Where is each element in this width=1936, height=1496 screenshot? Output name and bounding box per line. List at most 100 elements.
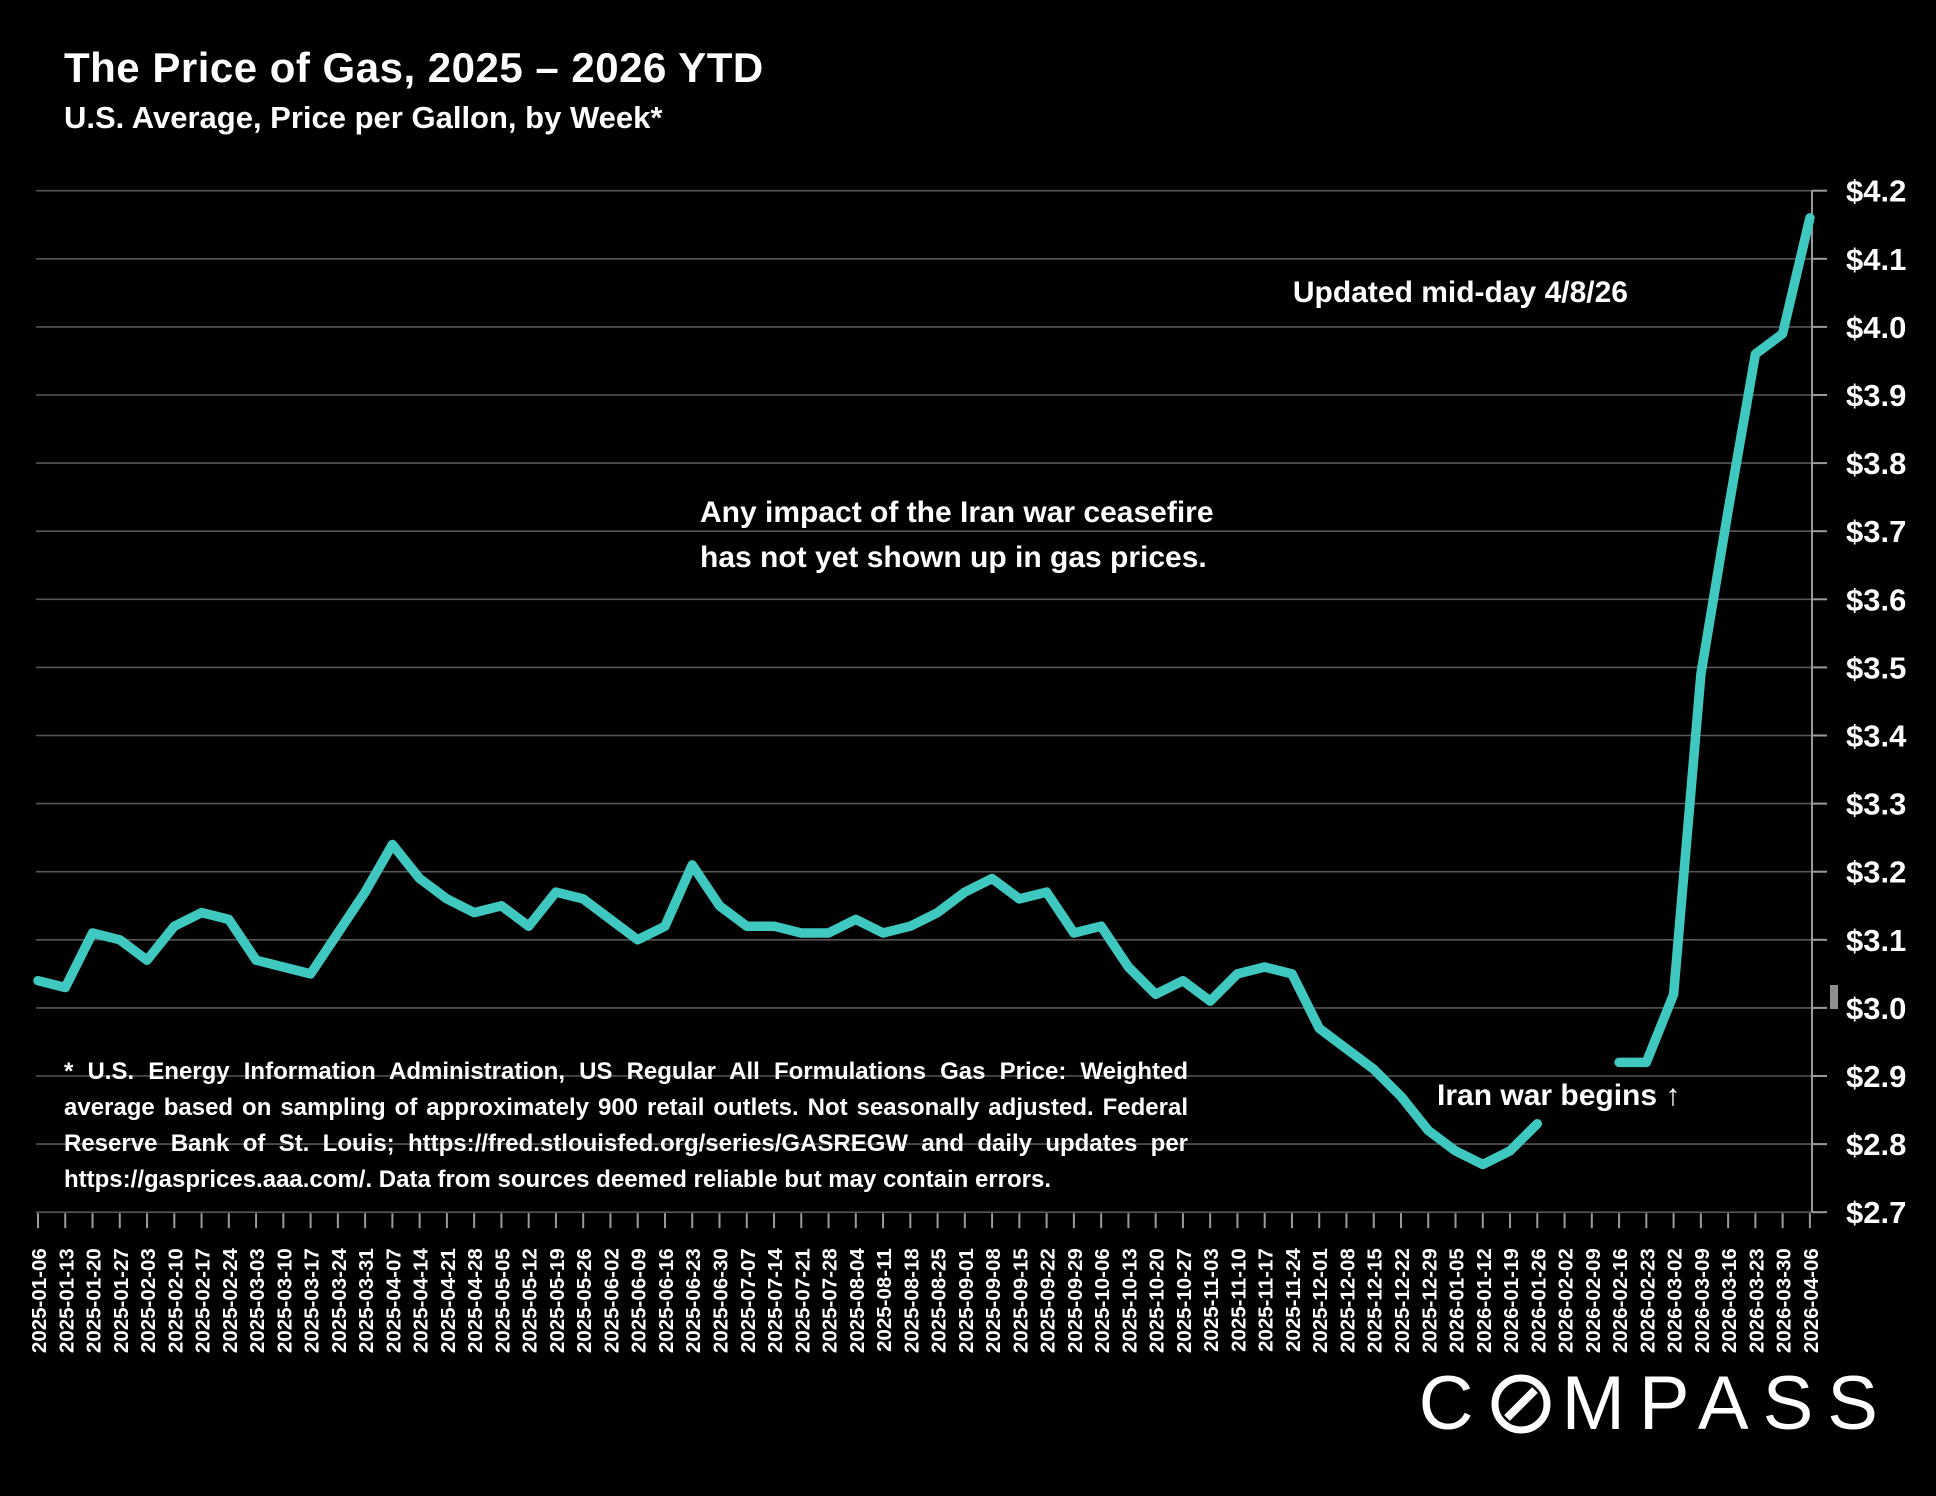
x-axis-label: 2025-12-15 — [1364, 1248, 1387, 1353]
y-axis-label: $3.4 — [1846, 719, 1907, 754]
x-axis-label: 2026-02-16 — [1609, 1248, 1632, 1353]
x-axis-label: 2025-06-09 — [628, 1248, 651, 1353]
x-axis-label: 2025-10-20 — [1146, 1248, 1169, 1353]
x-axis-label: 2025-05-12 — [519, 1248, 542, 1353]
x-axis-label: 2025-06-23 — [682, 1248, 705, 1353]
y-axis-label: $3.3 — [1846, 787, 1906, 822]
footnote-line: https://gasprices.aaa.com/. Data from so… — [64, 1166, 1051, 1193]
x-axis-label: 2025-11-24 — [1282, 1248, 1305, 1352]
x-axis-label: 2025-11-03 — [1200, 1248, 1223, 1352]
x-axis-label: 2025-08-04 — [846, 1248, 869, 1353]
x-axis-label: 2025-05-26 — [573, 1248, 596, 1353]
x-axis-label: 2025-06-16 — [655, 1248, 678, 1353]
compass-logo: C MPASS — [1419, 1366, 1892, 1442]
x-axis-label: 2025-08-18 — [900, 1248, 923, 1353]
compass-o-icon — [1491, 1374, 1551, 1434]
x-axis-label: 2025-01-27 — [110, 1248, 133, 1353]
x-axis-label: 2025-10-13 — [1118, 1248, 1141, 1353]
y-axis-label: $3.9 — [1846, 378, 1906, 413]
page-subtitle: U.S. Average, Price per Gallon, by Week* — [64, 100, 663, 135]
gas-price-line — [33, 839, 1543, 1170]
x-axis-label: 2026-03-30 — [1773, 1248, 1796, 1353]
x-axis-label: 2025-05-05 — [491, 1248, 514, 1353]
iran-war-annotation: Iran war begins ↑ — [1437, 1079, 1681, 1112]
logo-letter-c: C — [1418, 1361, 1488, 1446]
x-axis-label: 2025-06-30 — [710, 1248, 733, 1353]
y-axis-label: $4.1 — [1846, 242, 1906, 277]
x-axis-label: 2025-01-20 — [83, 1248, 106, 1353]
page-title: The Price of Gas, 2025 – 2026 YTD — [64, 44, 764, 91]
x-axis-label: 2025-07-21 — [791, 1248, 814, 1353]
x-axis-label: 2025-08-25 — [928, 1248, 951, 1353]
x-axis-label: 2026-02-23 — [1636, 1248, 1659, 1353]
x-axis-label: 2025-01-06 — [28, 1248, 51, 1353]
footnote-line: * U.S. Energy Information Administration… — [64, 1058, 1188, 1085]
y-axis-label: $4.2 — [1846, 174, 1906, 209]
x-axis-label: 2025-08-11 — [873, 1248, 896, 1352]
x-axis-label: 2025-03-24 — [328, 1248, 351, 1353]
x-axis-label: 2025-09-08 — [982, 1248, 1005, 1353]
y-axis-label: $3.5 — [1846, 650, 1906, 685]
y-axis-label: $2.7 — [1846, 1195, 1906, 1230]
gas-price-line — [1614, 213, 1815, 1068]
x-axis-label: 2025-04-21 — [437, 1248, 460, 1353]
y-axis-label: $3.8 — [1846, 446, 1906, 481]
x-axis-label: 2025-04-14 — [410, 1248, 433, 1353]
x-axis-label: 2026-01-05 — [1446, 1248, 1469, 1353]
x-axis-label: 2025-03-03 — [246, 1248, 269, 1353]
y-axis-label: $3.0 — [1846, 991, 1906, 1026]
x-axis-label: 2025-03-31 — [355, 1248, 378, 1353]
x-axis-label: 2026-02-02 — [1555, 1248, 1578, 1353]
x-axis-label: 2026-01-19 — [1500, 1248, 1523, 1353]
x-axis-label: 2025-12-22 — [1391, 1248, 1414, 1353]
x-axis-label: 2025-02-24 — [219, 1248, 242, 1353]
x-axis-label: 2025-12-29 — [1418, 1248, 1441, 1353]
x-axis-label: 2025-05-19 — [546, 1248, 569, 1353]
x-axis-label: 2025-06-02 — [600, 1248, 623, 1353]
x-axis-label: 2025-09-29 — [1064, 1248, 1087, 1353]
x-axis-label: 2026-03-16 — [1718, 1248, 1741, 1353]
y-axis-label: $3.2 — [1846, 855, 1906, 890]
x-axis-label: 2025-09-22 — [1037, 1248, 1060, 1353]
x-axis-label: 2026-04-06 — [1800, 1248, 1823, 1353]
x-axis-label: 2025-07-14 — [764, 1248, 787, 1353]
y-axis-label: $3.7 — [1846, 514, 1906, 549]
updated-annotation: Updated mid-day 4/8/26 — [1292, 276, 1628, 309]
y-axis-label: $2.9 — [1846, 1059, 1906, 1094]
x-axis-label: 2026-03-09 — [1691, 1248, 1714, 1353]
x-axis-label: 2025-04-28 — [464, 1248, 487, 1353]
x-axis-label: 2025-03-17 — [301, 1248, 324, 1353]
x-axis-label: 2026-03-23 — [1745, 1248, 1768, 1353]
source-footnote: * U.S. Energy Information Administration… — [64, 1054, 1188, 1198]
x-axis-label: 2025-02-03 — [137, 1248, 160, 1353]
x-axis-label: 2026-02-09 — [1582, 1248, 1605, 1353]
y-axis-label: $4.0 — [1846, 310, 1906, 345]
y-axis-label: $3.1 — [1846, 923, 1906, 958]
x-axis-label: 2025-03-10 — [273, 1248, 296, 1353]
x-axis-label: 2025-01-13 — [55, 1248, 78, 1353]
ceasefire-annotation: Any impact of the Iran war ceasefire has… — [700, 496, 1214, 574]
x-axis-label: 2025-11-17 — [1255, 1248, 1278, 1352]
footnote-line: average based on sampling of approximate… — [64, 1094, 1188, 1121]
x-axis-label: 2025-10-06 — [1091, 1248, 1114, 1353]
x-axis-label: 2026-01-26 — [1527, 1248, 1550, 1353]
x-axis-label: 2026-03-02 — [1664, 1248, 1687, 1353]
x-axis-label: 2025-09-01 — [955, 1248, 978, 1353]
x-axis-label: 2025-11-10 — [1227, 1248, 1250, 1352]
y-axis-label: $3.6 — [1846, 582, 1906, 617]
x-axis-label: 2025-12-08 — [1336, 1248, 1359, 1353]
x-axis-label: 2025-12-01 — [1309, 1248, 1332, 1353]
logo-letters-mpass: MPASS — [1561, 1361, 1892, 1446]
x-axis-label: 2025-09-15 — [1009, 1248, 1032, 1353]
x-axis-label: 2026-01-12 — [1473, 1248, 1496, 1353]
y-axis-label: $2.8 — [1846, 1127, 1906, 1162]
x-axis-label: 2025-10-27 — [1173, 1248, 1196, 1353]
x-axis-label: 2025-07-28 — [819, 1248, 842, 1353]
x-axis-label: 2025-04-07 — [382, 1248, 405, 1353]
x-axis-label: 2025-02-17 — [192, 1248, 215, 1353]
screen-artifact-mark — [1830, 985, 1838, 1009]
x-axis-label: 2025-02-10 — [164, 1248, 187, 1353]
x-axis-label: 2025-07-07 — [737, 1248, 760, 1353]
footnote-line: Reserve Bank of St. Louis; https://fred.… — [64, 1130, 1188, 1157]
